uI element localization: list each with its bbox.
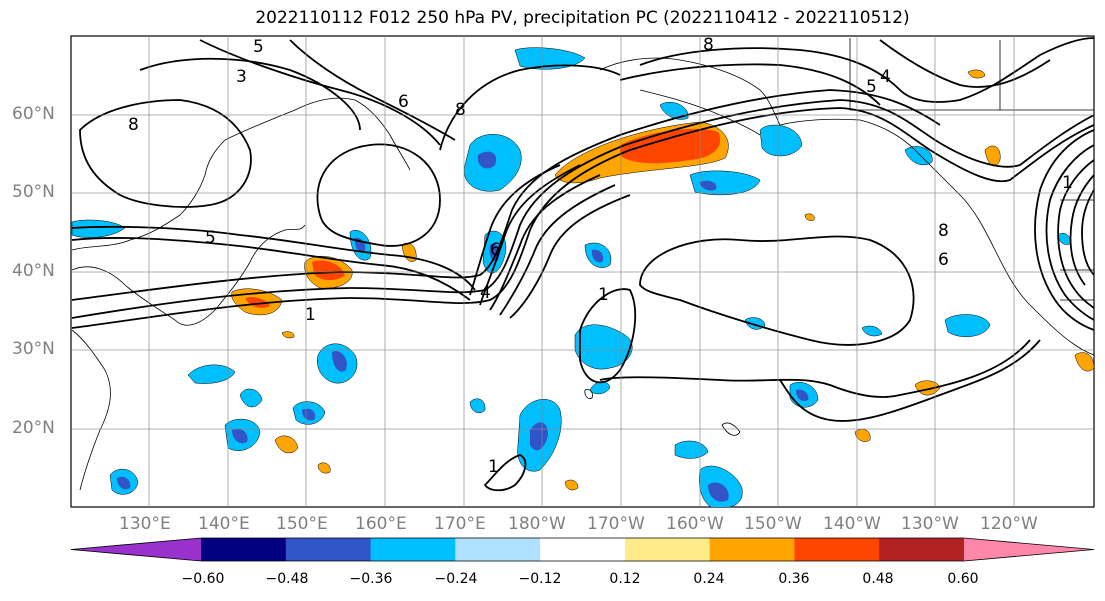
colorbar-segment [879,538,965,561]
contour-label-5-north: 5 [253,37,264,57]
colorbar-tick-label: 0.60 [947,571,979,587]
contour-label-1: 1 [305,305,316,325]
colorbar [70,537,1095,562]
contour-label-5: 5 [205,228,216,248]
colorbar-segment [794,538,880,561]
colorbar-segment [540,538,626,561]
contour-label-4: 4 [880,67,891,87]
lon-label-150e: 150°E [276,514,328,534]
precip-negative-shading [71,47,1071,507]
lon-label-130w: 130°W [901,514,959,534]
colorbar-extend-high [964,538,1094,561]
contour-label-3: 3 [236,67,247,87]
contour-label-5-gulf: 5 [866,77,877,97]
colorbar-tick-label: −0.12 [518,571,562,587]
contour-label-1-east: 1 [1062,173,1073,193]
colorbar-tick-label: 0.12 [609,571,641,587]
contour-label-6-mid: 6 [490,240,501,260]
colorbar-tick-label: −0.48 [265,571,309,587]
lon-label-160w: 160°W [666,514,724,534]
lon-label-170w: 170°W [587,514,645,534]
contour-label-6: 6 [398,92,409,112]
colorbar-tick-label: 0.48 [862,571,894,587]
contour-label-8-alaska: 8 [703,35,714,55]
lon-label-130e: 130°E [119,514,171,534]
graticule [71,36,1094,507]
pv-contours [71,37,1094,492]
colorbar-segment [709,538,795,561]
map-frame [70,35,1095,508]
lon-label-160e: 160°E [355,514,407,534]
map-title: 2022110112 F012 250 hPa PV, precipitatio… [255,8,910,28]
contour-label-1-mid: 1 [598,285,609,305]
lon-label-140e: 140°E [198,514,250,534]
colorbar-outline [70,537,1095,562]
colorbar-tick-label: −0.60 [181,571,225,587]
colorbar-segment [370,538,456,561]
lon-label-120w: 120°W [980,514,1038,534]
lat-label-40n: 40°N [12,261,55,281]
contour-label-8-pacific: 8 [455,100,466,120]
colorbar-tick-label: 0.36 [778,571,810,587]
contour-label-1-south: 1 [488,457,499,477]
lon-label-180w: 180°W [508,514,566,534]
colorbar-segment [285,538,372,561]
contour-label-6-east: 6 [938,250,949,270]
lat-label-20n: 20°N [12,418,55,438]
precip-positive-shading [231,69,1094,491]
lon-label-140w: 140°W [823,514,881,534]
colorbar-extend-low [71,538,201,561]
contour-label-8: 8 [128,115,139,135]
colorbar-segment [201,538,287,561]
colorbar-segment [624,538,711,561]
colorbar-tick-label: 0.24 [693,571,725,587]
colorbar-tick-label: −0.36 [349,571,393,587]
lat-label-50n: 50°N [12,182,55,202]
contour-label-4-mid: 4 [480,283,491,303]
contour-label-8-east: 8 [938,221,949,241]
colorbar-tick-label: −0.24 [434,571,478,587]
lat-label-60n: 60°N [12,104,55,124]
contour-labels: 1 5 8 5 3 8 6 8 8 6 1 1 1 4 5 6 4 [128,35,1073,477]
lon-label-150w: 150°W [744,514,802,534]
lat-label-30n: 30°N [12,339,55,359]
colorbar-segment [455,538,541,561]
lon-label-170e: 170°E [434,514,486,534]
